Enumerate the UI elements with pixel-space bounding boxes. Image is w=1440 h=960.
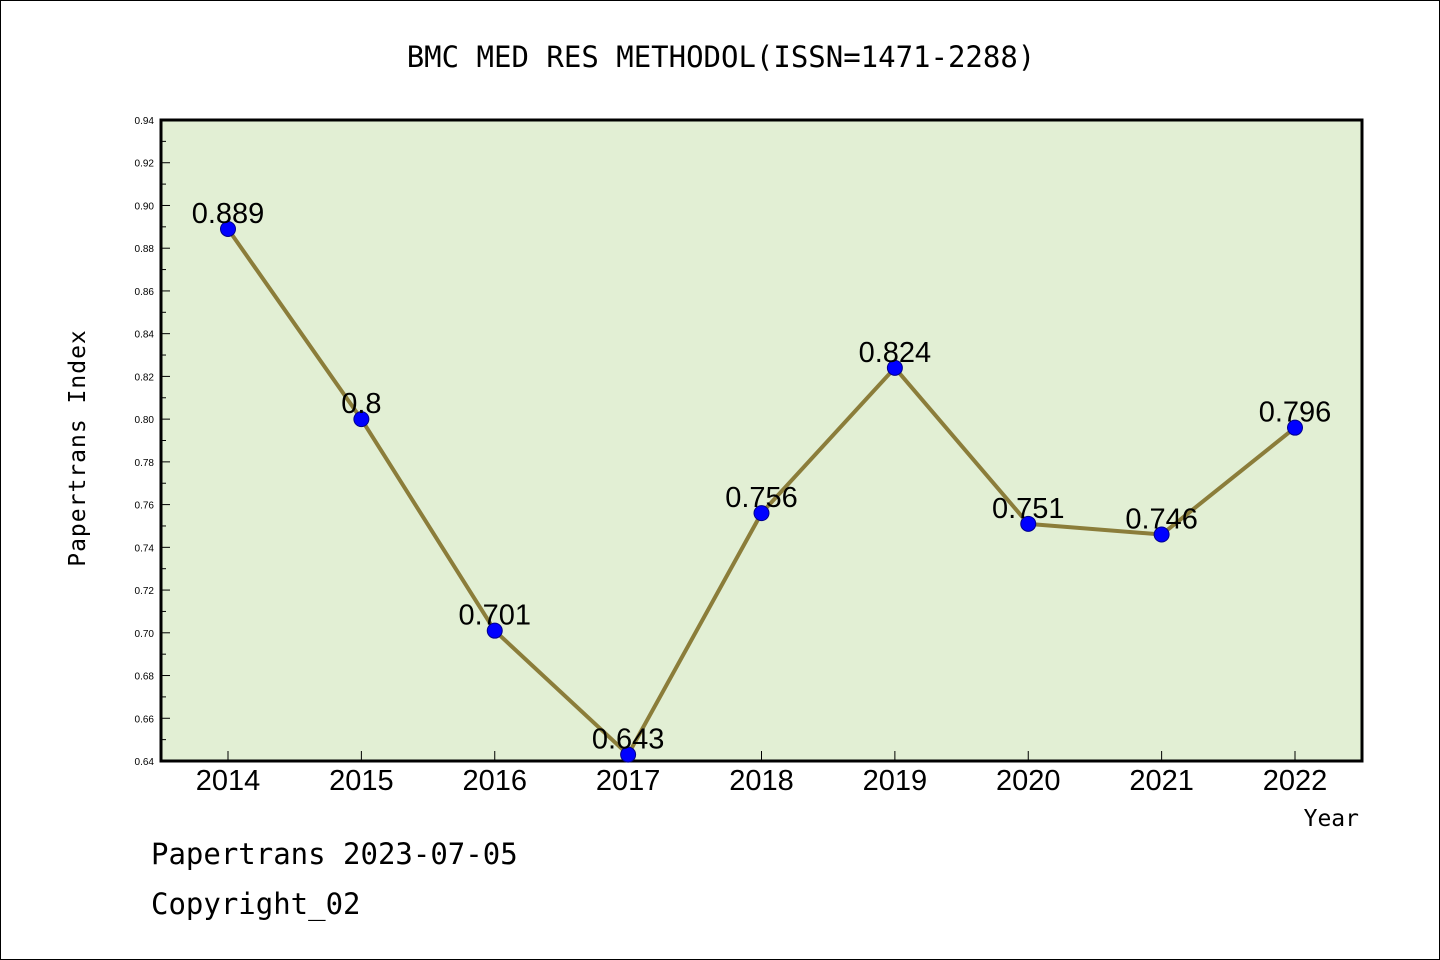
x-tick-label: 2022 <box>1263 765 1328 797</box>
y-tick-label: 0.88 <box>135 244 155 255</box>
x-axis-label: Year <box>1304 806 1359 832</box>
x-tick-label: 2018 <box>729 765 794 797</box>
data-point <box>1287 419 1303 436</box>
y-tick-label: 0.82 <box>135 372 155 383</box>
data-labels: 0.889 0.8 0.701 0.643 0.756 0.824 0.751 0.746 0.… <box>192 198 1332 756</box>
y-tick-label: 0.64 <box>135 757 155 768</box>
y-tick-label: 0.86 <box>135 287 155 298</box>
x-tick-label: 2017 <box>596 765 661 797</box>
x-tick-label: 2020 <box>996 765 1061 797</box>
data-point <box>353 411 370 428</box>
footer-copyright: Copyright_02 <box>151 887 361 921</box>
x-tick-label: 2019 <box>863 765 928 797</box>
data-points <box>220 220 1303 763</box>
y-tick-label: 0.78 <box>135 458 155 469</box>
y-tick-label: 0.80 <box>135 415 155 426</box>
data-label: 0.643 <box>592 724 665 756</box>
data-point <box>620 746 637 763</box>
y-tick-label: 0.92 <box>135 159 155 170</box>
y-tick-label: 0.70 <box>135 629 155 640</box>
data-label: 0.746 <box>1125 504 1198 536</box>
x-tick-label: 2014 <box>196 765 261 797</box>
y-axis: 0.64 0.66 0.68 0.70 0.72 0.74 0.76 0.78 0.80 0.82… <box>135 116 170 768</box>
data-point <box>1020 515 1037 532</box>
data-label: 0.756 <box>725 482 798 514</box>
data-label: 0.889 <box>192 198 265 230</box>
data-label: 0.8 <box>341 388 381 420</box>
y-tick-label: 0.90 <box>135 201 155 212</box>
data-point <box>220 220 236 237</box>
y-tick-label: 0.72 <box>135 586 155 597</box>
y-tick-label: 0.74 <box>135 543 155 554</box>
data-point <box>886 359 903 376</box>
y-tick-label: 0.94 <box>135 116 155 127</box>
data-point <box>753 505 770 522</box>
x-tick-label: 2015 <box>329 765 394 797</box>
data-label: 0.796 <box>1259 397 1332 429</box>
y-axis-label: Papertrans Index <box>65 329 91 567</box>
data-point <box>486 622 503 639</box>
y-tick-label: 0.68 <box>135 672 155 683</box>
footer-date: Papertrans 2023-07-05 <box>151 837 518 871</box>
plot-area <box>159 118 1364 763</box>
data-label: 0.701 <box>458 600 531 632</box>
y-tick-label: 0.76 <box>135 501 155 512</box>
y-tick-label: 0.84 <box>135 330 155 341</box>
x-tick-label: 2016 <box>462 765 527 797</box>
data-label: 0.824 <box>859 337 932 369</box>
data-point <box>1153 526 1170 543</box>
y-tick-label: 0.66 <box>135 714 155 725</box>
data-label: 0.751 <box>992 493 1065 525</box>
chart-title: BMC MED RES METHODOL(ISSN=1471-2288) <box>407 40 1036 74</box>
x-tick-label: 2021 <box>1129 765 1194 797</box>
x-axis: 2014 2015 2016 2017 2018 2019 2020 2021 2022 <box>196 751 1328 797</box>
